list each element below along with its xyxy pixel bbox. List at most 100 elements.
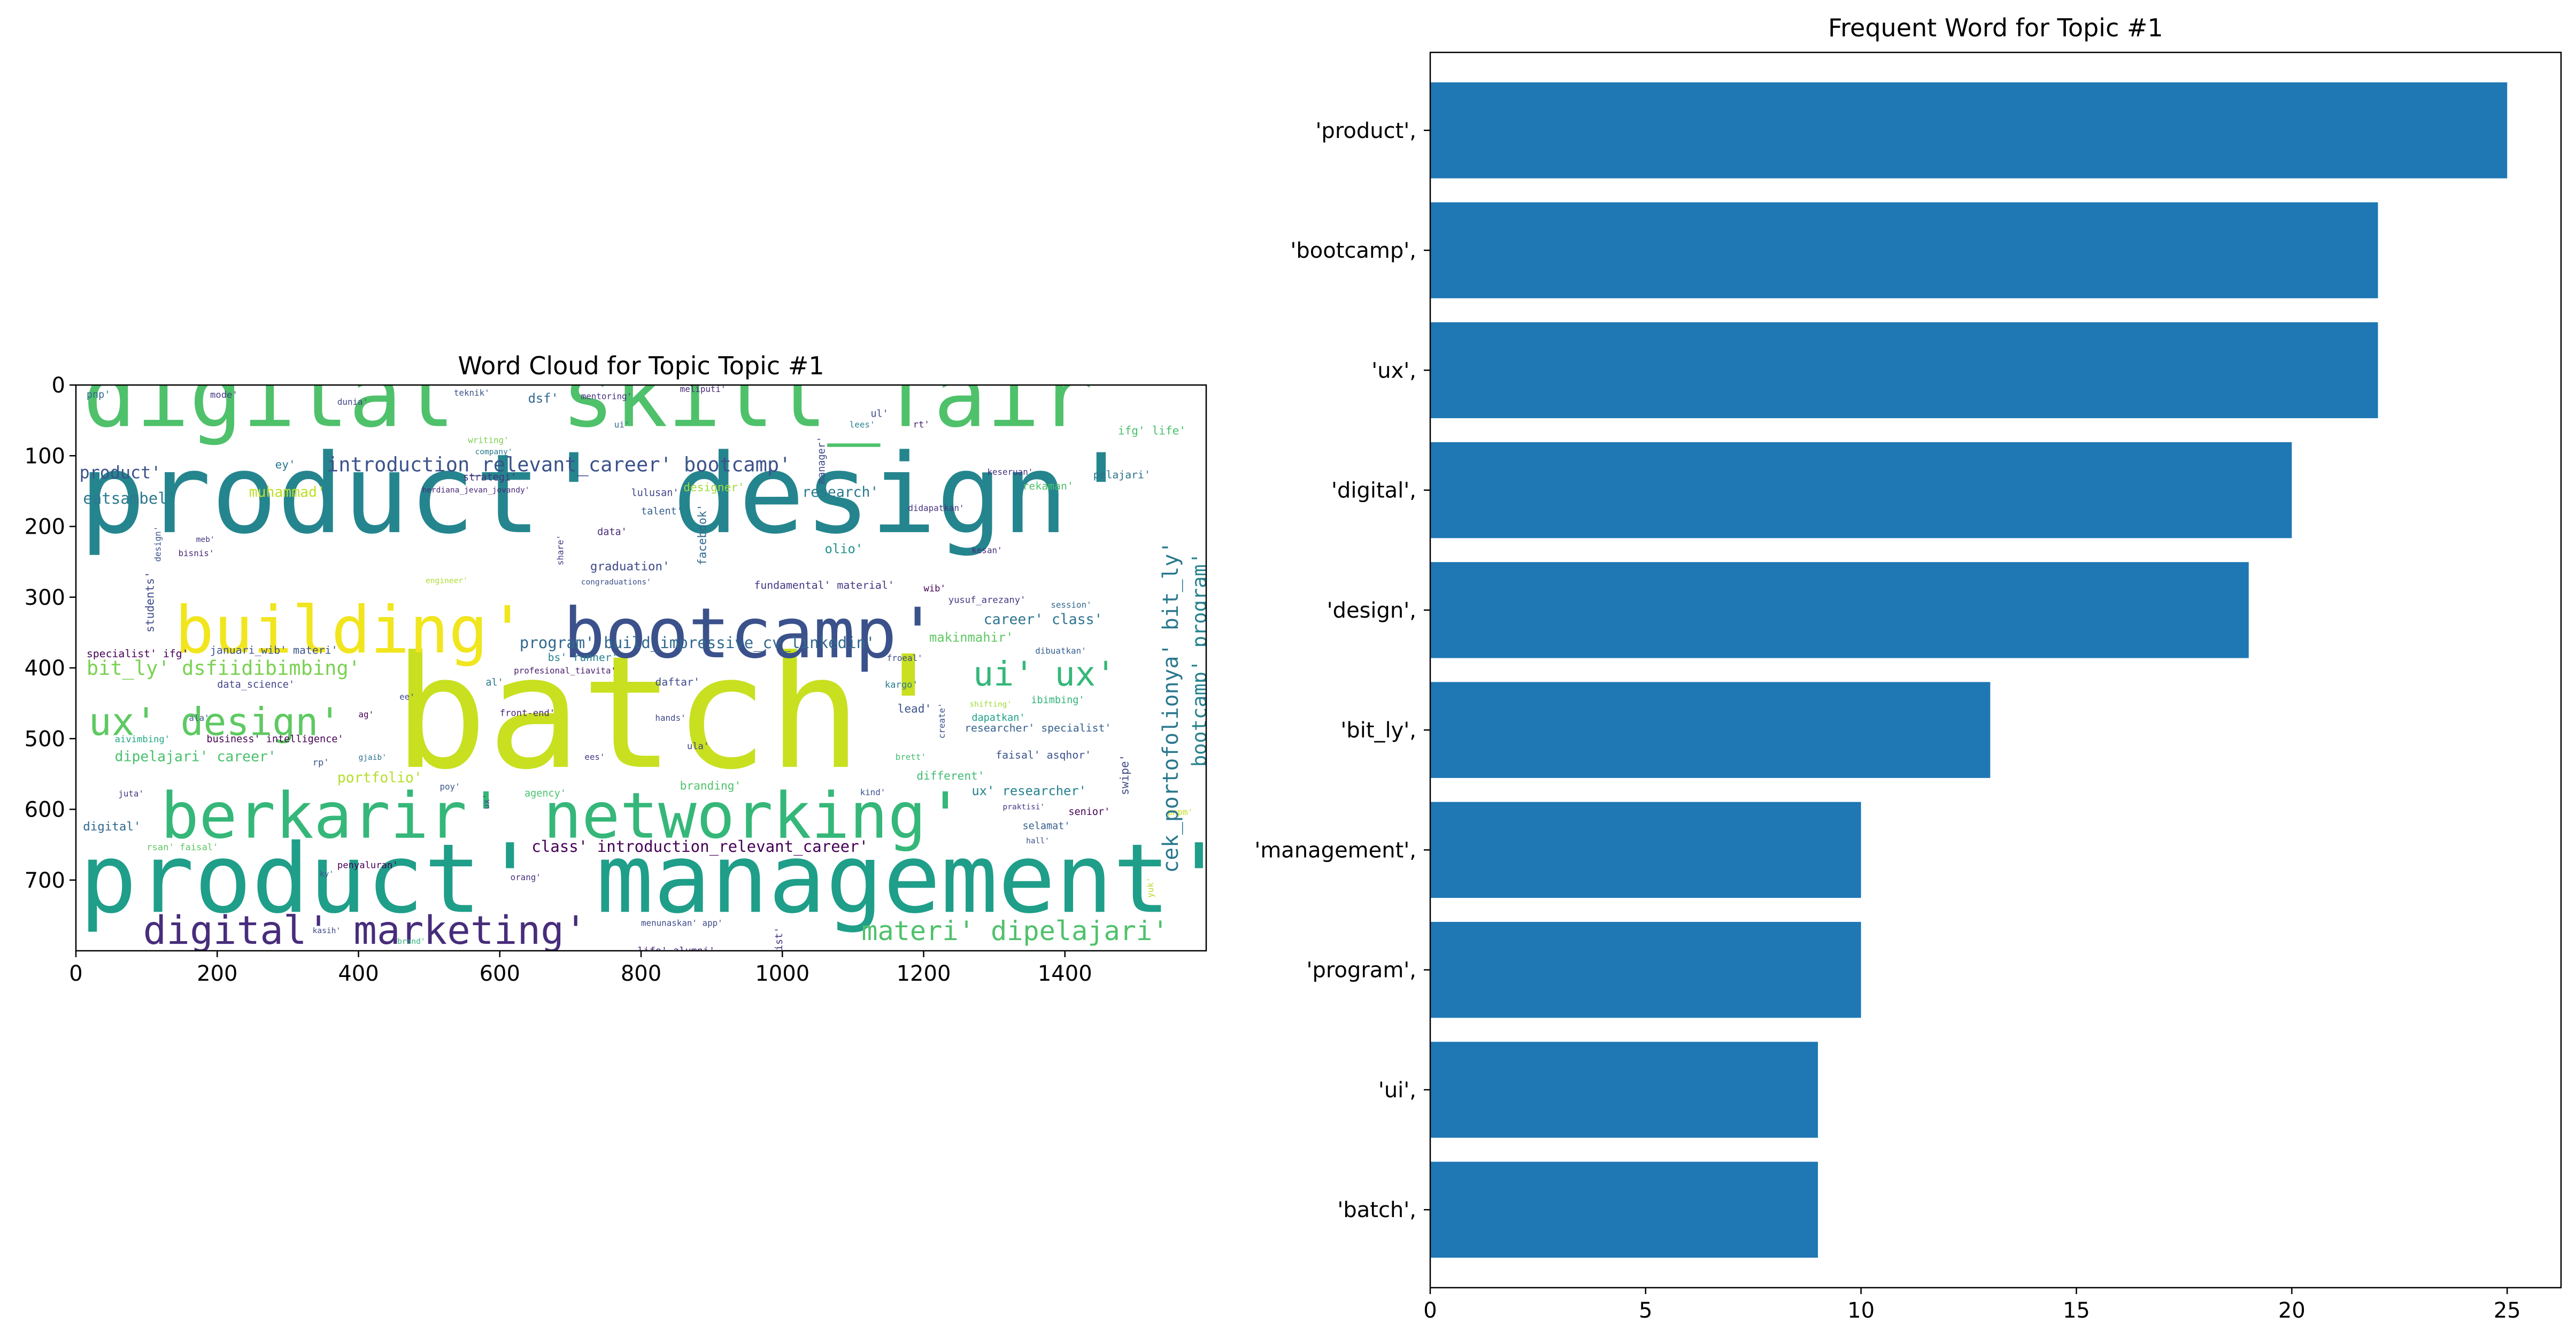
category-label: 'ui',: [1378, 1078, 1416, 1103]
cloud-word: building': [175, 592, 527, 668]
cloud-word: cek_portofolionya' bit_ly': [1159, 541, 1183, 873]
cloud-word: product' management': [80, 824, 1228, 935]
cloud-word: mentoring': [581, 391, 632, 401]
cloud-word: front-end': [500, 708, 555, 719]
cloud-word: rekaman': [1022, 480, 1073, 492]
cloud-word: materi' dipelajari': [861, 915, 1168, 946]
cloud-word: penyaluran': [337, 860, 398, 871]
category-label: 'product',: [1315, 119, 1416, 143]
cloud-word: kasih': [313, 927, 341, 935]
word-cloud-title: Word Cloud for Topic Topic #1: [458, 351, 824, 380]
cloud-word: lead': [898, 702, 932, 715]
cloud-word: shifting': [969, 701, 1012, 709]
category-label: 'batch',: [1337, 1198, 1416, 1222]
cloud-word: kargo': [885, 680, 918, 690]
y-tick-label: 700: [25, 868, 65, 893]
cloud-word: dipelajari' career': [115, 749, 276, 765]
cloud-word: dapatkan': [971, 712, 1025, 724]
cloud-word: dunia': [337, 397, 368, 407]
cloud-word: engineer': [426, 576, 468, 585]
category-label: 'design',: [1327, 598, 1416, 623]
cloud-word: bisnis': [179, 548, 214, 558]
cloud-word: ux': [481, 794, 491, 810]
cloud-word: research': [802, 484, 878, 501]
cloud-word: branding': [680, 779, 742, 792]
x-tick-label: 0: [69, 961, 82, 986]
cloud-word: rsan' faisal': [146, 842, 218, 853]
cloud-word: researcher' specialist': [965, 722, 1111, 734]
cloud-word: students': [143, 571, 156, 633]
cloud-word: strategi': [463, 472, 516, 483]
cloud-word: swipe': [1118, 755, 1131, 795]
cloud-word: aivimbing': [115, 734, 170, 745]
x-tick-label: 1200: [897, 961, 951, 986]
x-tick-label: 15: [2063, 1298, 2090, 1323]
x-tick-label: 1400: [1038, 961, 1092, 986]
cloud-word: meb': [196, 536, 215, 544]
cloud-word: introduction_relevant_career' bootcamp': [327, 453, 791, 476]
x-tick-label: 20: [2278, 1298, 2305, 1323]
category-label: 'program',: [1307, 958, 1416, 983]
y-tick-label: 500: [25, 727, 65, 751]
cloud-word: dibuatkan': [1035, 646, 1086, 656]
y-tick-label: 600: [25, 798, 65, 822]
cloud-word: ky': [320, 870, 334, 879]
cloud-word: faisal' asqhor': [996, 749, 1091, 761]
cloud-word: session': [1051, 600, 1091, 610]
y-tick-label: 400: [25, 656, 65, 681]
cloud-word: poy': [439, 781, 460, 791]
x-tick-label: 200: [197, 961, 237, 986]
cloud-word: rp': [313, 757, 329, 768]
cloud-word: praktisi': [1002, 803, 1045, 811]
cloud-word: lulusan': [631, 488, 679, 499]
cloud-word: program' build_impressive_cv_linkedin': [520, 634, 875, 652]
cloud-word: bootcamp' program': [1188, 552, 1211, 767]
bar: [1430, 82, 2508, 179]
cloud-word: business' intelligence': [206, 734, 343, 745]
x-tick-label: 1000: [755, 961, 809, 986]
bar: [1430, 1161, 1818, 1258]
cloud-word: design': [153, 526, 163, 562]
bar-chart-bars: [1430, 82, 2508, 1258]
cloud-word: ibimbing': [1031, 695, 1084, 706]
cloud-word: bit_ly' dsfiidibimbing': [87, 657, 360, 680]
cloud-word: ist': [774, 927, 785, 951]
cloud-word: daftar': [655, 676, 699, 688]
cloud-word: class' introduction_relevant_career': [531, 837, 868, 856]
cloud-word: kind': [860, 787, 886, 797]
bar: [1430, 682, 1991, 778]
cloud-word: olio': [825, 542, 863, 557]
cloud-word: brand': [397, 937, 425, 946]
cloud-word: froeal': [887, 653, 923, 663]
cloud-word: create': [937, 703, 947, 738]
y-tick-label: 0: [52, 373, 65, 398]
cloud-word: product': [80, 464, 161, 483]
cloud-word: ifg' life': [1118, 424, 1186, 437]
cloud-word: ag': [359, 710, 374, 720]
cloud-word: product' design': [80, 431, 1135, 558]
cloud-word: muhammad': [249, 484, 326, 501]
bar: [1430, 202, 2378, 298]
bar: [1430, 442, 2292, 538]
category-label: 'digital',: [1331, 479, 1416, 503]
x-tick-label: 0: [1423, 1298, 1437, 1323]
cloud-word: ees': [584, 752, 605, 762]
word-cloud-y-axis: 0 100 200 300 400 500 600 700: [25, 373, 76, 893]
cloud-word: ui' ux': [973, 654, 1116, 694]
x-tick-label: 25: [2494, 1298, 2521, 1323]
cloud-word: company': [475, 448, 513, 457]
y-tick-label: 200: [25, 515, 65, 540]
cloud-word: ul': [870, 409, 888, 420]
cloud-word: pnpm': [1167, 807, 1193, 817]
x-tick-label: 5: [1639, 1298, 1652, 1323]
cloud-word: bootcamp': [564, 593, 939, 674]
cloud-word: teknik': [454, 388, 490, 398]
word-cloud-panel: Word Cloud for Topic Topic #1 digital' s…: [25, 351, 1228, 986]
x-tick-label: 400: [338, 961, 379, 986]
cloud-word: ala': [189, 713, 209, 723]
bar-chart-panel: Frequent Word for Topic #1 0 5 10 15 20 25 'p…: [1254, 13, 2562, 1323]
x-tick-label: 800: [621, 961, 661, 986]
cloud-word: wib': [924, 583, 946, 594]
cloud-word: life' alumni': [637, 946, 715, 957]
